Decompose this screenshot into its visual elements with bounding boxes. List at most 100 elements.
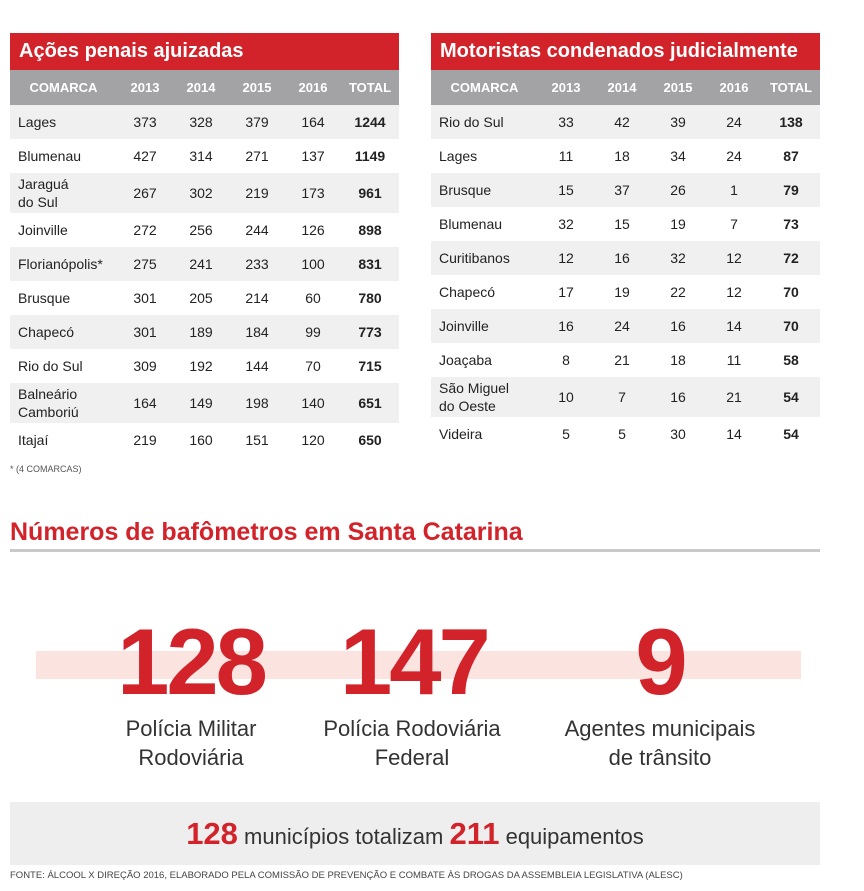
table-row: Rio do Sul 309 192 144 70 715 xyxy=(10,349,399,383)
comarca-name: Brusque xyxy=(431,181,538,199)
comarca-name: Itajaí xyxy=(10,431,117,449)
comarca-name: Blumenau xyxy=(431,215,538,233)
year-value: 256 xyxy=(189,222,213,238)
summary-box: 128 municípios totalizam 211 equipamento… xyxy=(10,802,820,865)
total-value: 54 xyxy=(783,389,799,405)
table-row: Balneário Camboriú 164 149 198 140 651 xyxy=(10,383,399,423)
table-row: Brusque 301 205 214 60 780 xyxy=(10,281,399,315)
year-value: 164 xyxy=(133,395,157,411)
comarca-name-line: Curitibanos xyxy=(439,250,510,266)
header-2015: 2015 xyxy=(242,80,272,95)
table-row: Brusque 15 37 26 1 79 xyxy=(431,173,820,207)
year-value: 164 xyxy=(301,114,325,130)
table-title: Motoristas condenados judicialmente xyxy=(431,33,820,70)
table-header: COMARCA 2013 2014 2015 2016 TOTAL xyxy=(431,70,820,105)
year-value: 267 xyxy=(133,185,157,201)
year-value: 60 xyxy=(305,290,321,306)
year-value: 271 xyxy=(245,148,269,164)
table-motoristas-condenados: Motoristas condenados judicialmente COMA… xyxy=(431,33,820,451)
year-value: 24 xyxy=(726,148,742,164)
total-value: 831 xyxy=(358,256,382,272)
year-value: 18 xyxy=(614,148,630,164)
comarca-name: Blumenau xyxy=(10,147,117,165)
year-value: 301 xyxy=(133,324,157,340)
year-value: 275 xyxy=(133,256,157,272)
year-value: 7 xyxy=(730,216,738,232)
comarca-name: Joinville xyxy=(431,317,538,335)
header-total: TOTAL xyxy=(769,80,813,95)
summary-municipios-count: 128 xyxy=(186,816,238,851)
year-value: 244 xyxy=(245,222,269,238)
comarca-name-line: Videira xyxy=(439,426,483,442)
total-value: 58 xyxy=(783,352,799,368)
year-value: 32 xyxy=(670,250,686,266)
year-value: 7 xyxy=(618,389,626,405)
table-row: São Miguel do Oeste 10 7 16 21 54 xyxy=(431,377,820,417)
comarca-name-line: Blumenau xyxy=(18,148,82,164)
comarca-name-line: Blumenau xyxy=(439,216,503,232)
section-divider xyxy=(10,549,820,552)
comarca-name-line: Florianópolis* xyxy=(18,256,103,272)
year-value: 10 xyxy=(558,389,574,405)
comarca-name-line: Joaçaba xyxy=(439,352,492,368)
stat-label-line2: Federal xyxy=(374,745,450,770)
stat-value-agentes: 9 xyxy=(635,609,687,714)
table-row: Joinville 16 24 16 14 70 xyxy=(431,309,820,343)
comarca-name-line: Chapecó xyxy=(18,324,75,340)
comarca-name: Rio do Sul xyxy=(10,357,117,375)
comarca-name: Videira xyxy=(431,425,538,443)
year-value: 19 xyxy=(670,216,686,232)
year-value: 198 xyxy=(245,395,269,411)
year-value: 16 xyxy=(670,389,686,405)
year-value: 11 xyxy=(726,352,742,368)
comarca-name-line: do Oeste xyxy=(439,398,496,414)
table-row: Chapecó 301 189 184 99 773 xyxy=(10,315,399,349)
comarca-name: Rio do Sul xyxy=(431,113,538,131)
comarca-name: Curitibanos xyxy=(431,249,538,267)
table-body: Rio do Sul 33 42 39 24 138 Lages 11 18 34 24 8 7 Brus… xyxy=(431,105,820,451)
year-value: 328 xyxy=(189,114,213,130)
year-value: 16 xyxy=(614,250,630,266)
comarca-name: Joinville xyxy=(10,221,117,239)
header-2014: 2014 xyxy=(186,80,216,95)
year-value: 18 xyxy=(670,352,686,368)
comarca-name: Jaraguá do Sul xyxy=(10,175,117,211)
year-value: 8 xyxy=(562,352,570,368)
year-value: 301 xyxy=(133,290,157,306)
year-value: 205 xyxy=(189,290,213,306)
table-row: Rio do Sul 33 42 39 24 138 xyxy=(431,105,820,139)
year-value: 5 xyxy=(562,426,570,442)
total-value: 961 xyxy=(358,185,382,201)
header-total: TOTAL xyxy=(348,80,392,95)
table-row: Videira 5 5 30 14 54 xyxy=(431,417,820,451)
comarca-name-line: Joinville xyxy=(18,222,68,238)
total-value: 1149 xyxy=(354,148,386,164)
header-2013: 2013 xyxy=(130,80,160,95)
year-value: 70 xyxy=(305,358,321,374)
table-title: Ações penais ajuizadas xyxy=(10,33,399,70)
year-value: 12 xyxy=(726,250,742,266)
total-value: 715 xyxy=(358,358,382,374)
comarca-name: Chapecó xyxy=(10,323,117,341)
year-value: 34 xyxy=(670,148,686,164)
header-2014: 2014 xyxy=(607,80,637,95)
year-value: 373 xyxy=(133,114,157,130)
year-value: 16 xyxy=(670,318,686,334)
table-row: Blumenau 427 314 271 137 1149 xyxy=(10,139,399,173)
summary-text-1: municípios totalizam xyxy=(237,824,450,849)
header-2015: 2015 xyxy=(663,80,693,95)
year-value: 22 xyxy=(670,284,686,300)
comarca-name: Florianópolis* xyxy=(10,255,117,273)
year-value: 30 xyxy=(670,426,686,442)
table-row: Curitibanos 12 16 32 12 72 xyxy=(431,241,820,275)
comarca-name: Lages xyxy=(10,113,117,131)
comarca-name-line: Jaraguá xyxy=(18,176,69,192)
table-row: Lages 373 328 379 164 1244 xyxy=(10,105,399,139)
year-value: 233 xyxy=(245,256,269,272)
year-value: 151 xyxy=(245,432,269,448)
year-value: 15 xyxy=(614,216,630,232)
comarca-name-line: Chapecó xyxy=(439,284,496,300)
table-row: Itajaí 219 160 151 120 650 xyxy=(10,423,399,457)
header-comarca: COMARCA xyxy=(29,79,98,95)
comarca-name-line: Lages xyxy=(439,148,478,164)
